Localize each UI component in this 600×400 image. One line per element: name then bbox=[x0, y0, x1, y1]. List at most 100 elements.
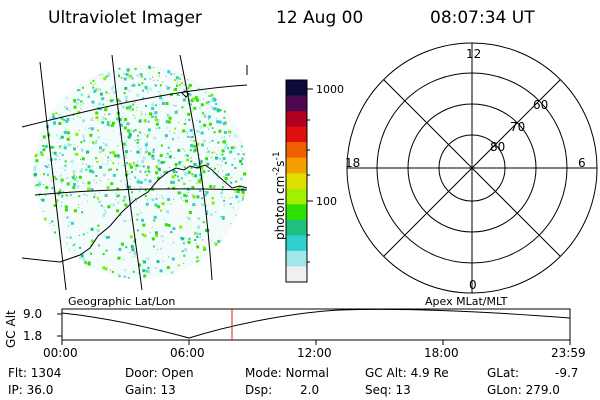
uv-pixel bbox=[191, 186, 195, 190]
uv-pixel bbox=[159, 140, 161, 142]
uv-pixel bbox=[125, 164, 127, 166]
uv-pixel bbox=[184, 237, 186, 239]
colorbar-band bbox=[286, 111, 307, 128]
uv-pixel bbox=[196, 204, 198, 206]
uv-pixel bbox=[185, 195, 188, 198]
uv-pixel bbox=[205, 157, 209, 161]
uv-pixel bbox=[87, 181, 91, 185]
uv-pixel bbox=[101, 116, 105, 120]
uv-pixel bbox=[136, 107, 138, 109]
uv-pixel bbox=[53, 121, 56, 125]
uv-pixel bbox=[221, 149, 225, 153]
uv-pixel bbox=[116, 209, 120, 213]
uv-pixel bbox=[80, 254, 84, 258]
uv-pixel bbox=[59, 145, 62, 148]
uv-pixel bbox=[52, 113, 55, 116]
uv-pixel bbox=[137, 82, 139, 84]
uv-pixel bbox=[110, 203, 112, 205]
uv-pixel bbox=[239, 159, 243, 163]
uv-pixel bbox=[237, 188, 238, 190]
uv-pixel bbox=[165, 102, 169, 105]
uv-pixel bbox=[116, 195, 119, 198]
uv-pixel bbox=[200, 131, 204, 135]
uv-pixel bbox=[114, 90, 118, 94]
uv-pixel bbox=[155, 197, 158, 200]
uv-pixel bbox=[108, 93, 110, 94]
uv-pixel bbox=[45, 195, 47, 197]
uv-pixel bbox=[36, 184, 38, 187]
uv-pixel bbox=[146, 257, 150, 261]
uv-pixel bbox=[87, 200, 89, 202]
uv-pixel bbox=[147, 128, 151, 132]
uv-pixel bbox=[189, 136, 192, 139]
uv-pixel bbox=[192, 110, 194, 112]
uv-pixel bbox=[128, 197, 132, 201]
uv-pixel bbox=[122, 199, 125, 202]
uv-pixel bbox=[192, 176, 194, 178]
uv-pixel bbox=[157, 167, 161, 171]
uv-pixel bbox=[148, 72, 150, 74]
uv-pixel bbox=[223, 199, 226, 202]
uv-pixel bbox=[197, 180, 200, 183]
uv-pixel bbox=[76, 185, 80, 188]
uv-pixel bbox=[213, 131, 216, 134]
uv-pixel bbox=[118, 75, 120, 78]
uv-pixel bbox=[130, 219, 132, 221]
uv-pixel bbox=[224, 161, 227, 164]
uv-pixel bbox=[86, 231, 89, 234]
uv-pixel bbox=[151, 237, 155, 241]
uv-pixel bbox=[184, 122, 187, 125]
uv-pixel bbox=[94, 141, 98, 145]
uv-pixel bbox=[118, 73, 120, 75]
uv-pixel bbox=[199, 232, 201, 235]
uv-pixel bbox=[153, 245, 155, 248]
uv-pixel bbox=[71, 164, 73, 166]
uv-pixel bbox=[134, 117, 136, 119]
uv-pixel bbox=[164, 134, 168, 138]
uv-pixel bbox=[182, 161, 183, 163]
uv-pixel bbox=[75, 101, 79, 105]
uv-pixel bbox=[183, 194, 187, 197]
uv-pixel bbox=[134, 253, 136, 255]
colorbar-band bbox=[286, 204, 307, 221]
uv-pixel bbox=[92, 119, 94, 121]
uv-pixel bbox=[136, 161, 138, 163]
uv-pixel bbox=[60, 178, 64, 182]
uv-pixel bbox=[124, 203, 128, 207]
uv-pixel bbox=[136, 139, 139, 142]
uv-pixel bbox=[92, 179, 95, 182]
uv-pixel bbox=[147, 165, 150, 168]
uv-pixel bbox=[44, 165, 47, 168]
uv-pixel bbox=[140, 186, 142, 188]
uv-pixel bbox=[121, 105, 125, 109]
uv-pixel bbox=[140, 76, 143, 79]
uv-pixel bbox=[156, 119, 160, 123]
uv-pixel bbox=[147, 266, 150, 269]
uv-pixel bbox=[202, 98, 204, 100]
uv-pixel bbox=[95, 116, 99, 120]
uv-pixel bbox=[139, 170, 142, 173]
uv-pixel bbox=[227, 147, 229, 150]
uv-pixel bbox=[100, 101, 102, 103]
uv-pixel bbox=[169, 167, 170, 169]
colorbar-gradient bbox=[286, 80, 307, 283]
uv-pixel bbox=[200, 197, 203, 200]
uv-pixel bbox=[191, 193, 194, 196]
time-tick-0000: 00:00 bbox=[43, 346, 78, 360]
uv-pixel bbox=[158, 163, 160, 165]
uv-pixel bbox=[120, 242, 124, 246]
uv-pixel bbox=[180, 75, 182, 77]
time-label: 08:07:34 UT bbox=[430, 8, 535, 28]
uv-pixel bbox=[233, 134, 237, 138]
uv-pixel bbox=[102, 253, 105, 256]
uv-pixel bbox=[119, 100, 122, 103]
mlt-label-0: 0 bbox=[469, 278, 477, 292]
uv-pixel bbox=[177, 137, 179, 139]
uv-pixel bbox=[241, 143, 243, 145]
uv-pixel bbox=[125, 106, 129, 110]
uv-pixel bbox=[207, 170, 210, 172]
polar-diagonal bbox=[383, 79, 561, 257]
uv-pixel bbox=[124, 156, 126, 158]
uv-pixel bbox=[213, 149, 215, 151]
uv-pixel bbox=[128, 172, 131, 175]
